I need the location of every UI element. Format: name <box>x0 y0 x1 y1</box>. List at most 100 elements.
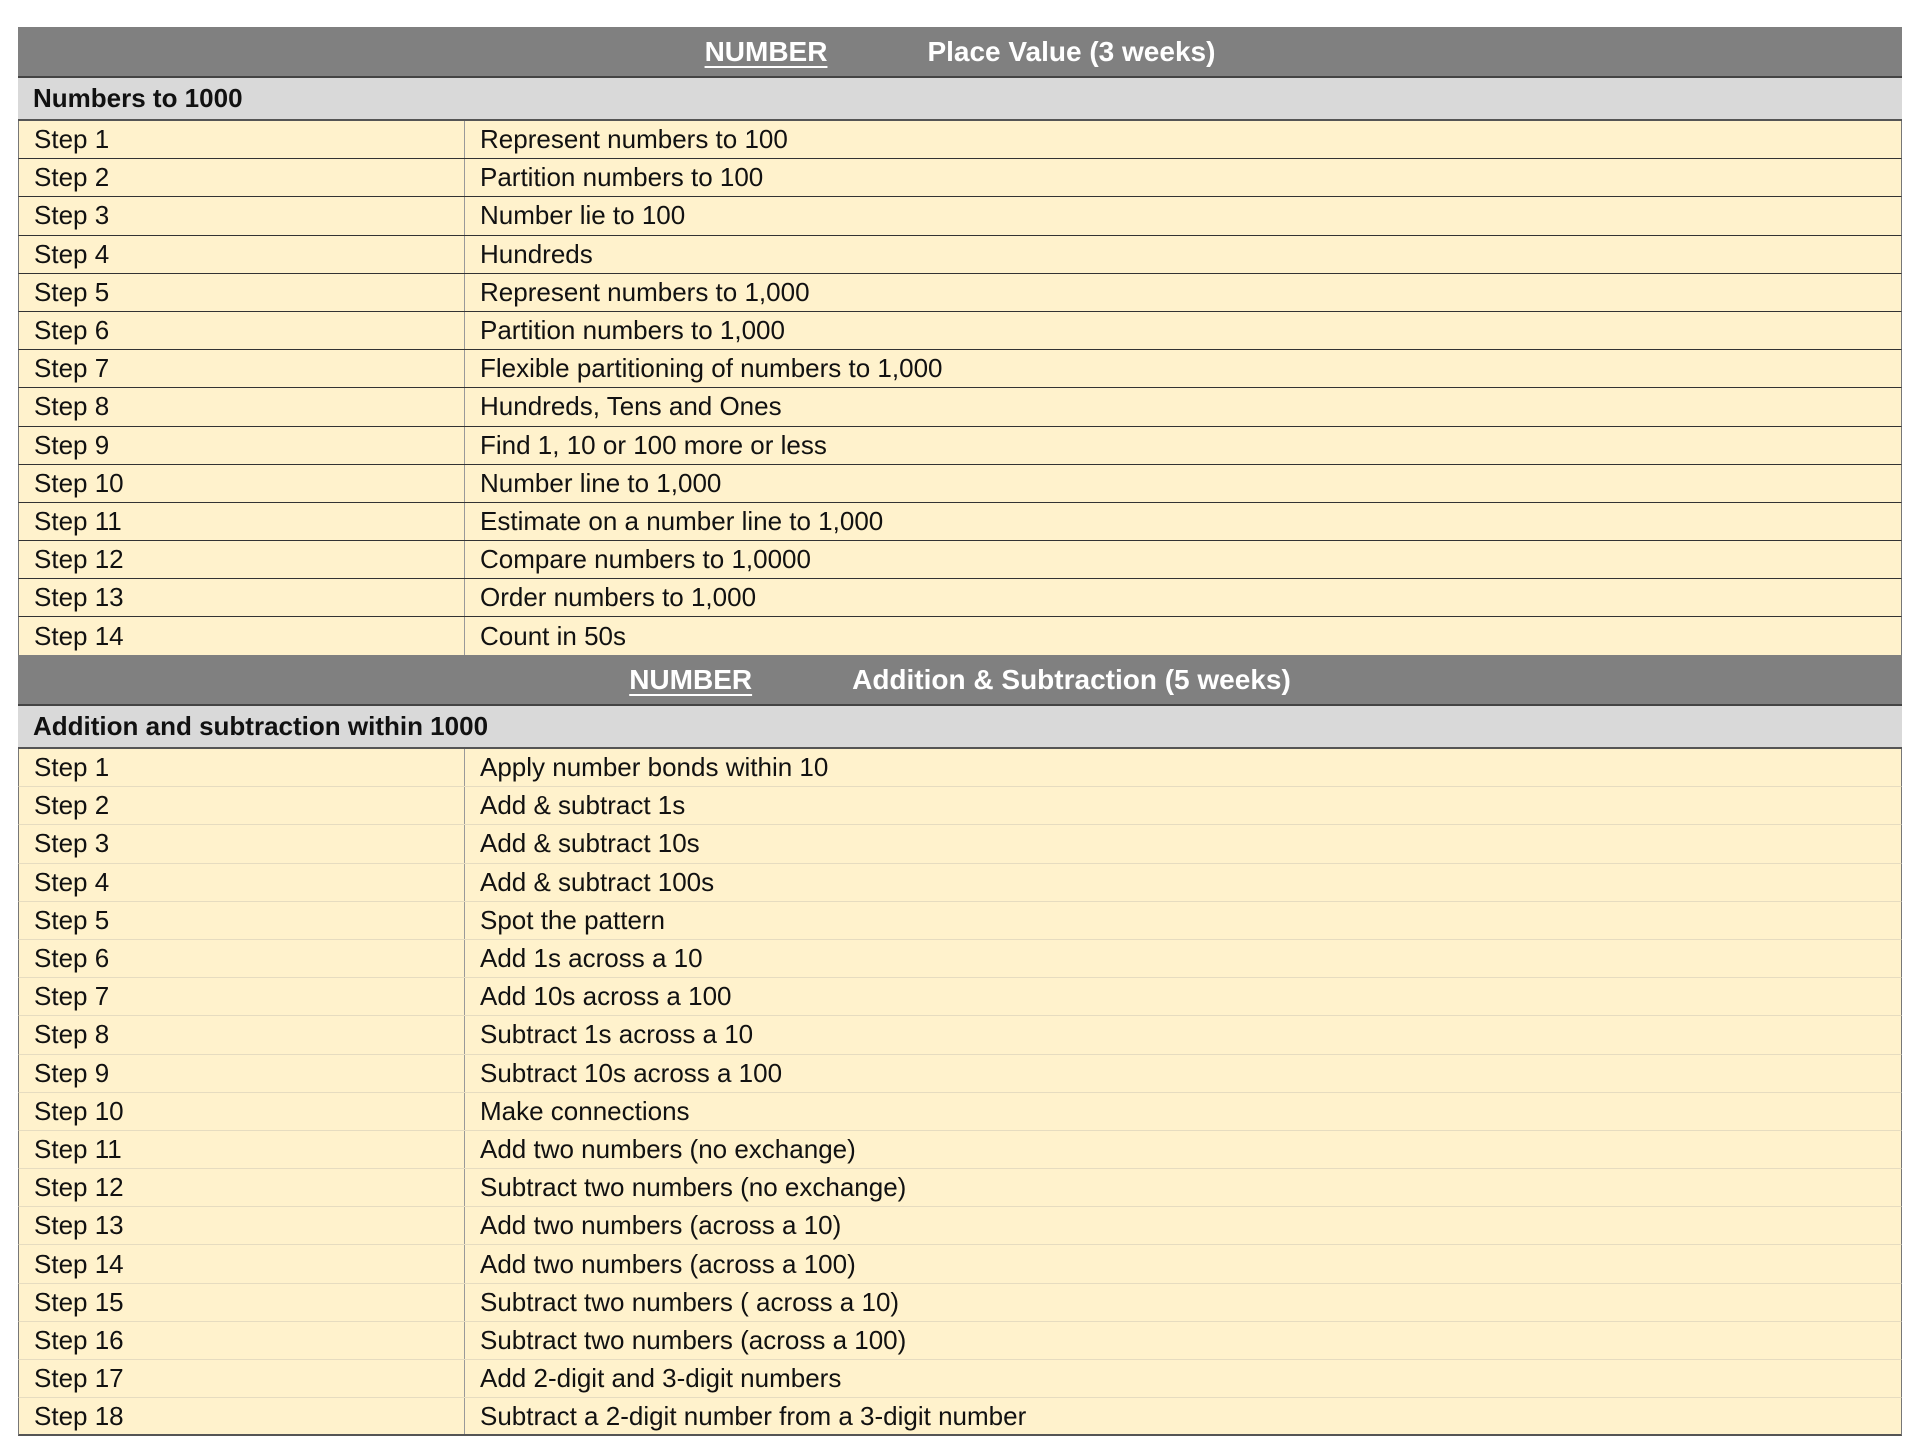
table-row: Step 9 Subtract 10s across a 100 <box>18 1054 1902 1093</box>
step-number: Step 12 <box>19 541 465 579</box>
step-description: Add two numbers (across a 10) <box>480 1210 842 1241</box>
section-header: NUMBER Addition & Subtraction (5 weeks) <box>18 655 1902 706</box>
step-description: Add & subtract 100s <box>480 866 715 897</box>
section-header: NUMBER Place Value (3 weeks) <box>18 27 1902 78</box>
table-row: Step 3 Add & subtract 10s <box>18 825 1902 864</box>
step-description: Subtract two numbers (no exchange) <box>480 1172 907 1203</box>
step-number: Step 13 <box>19 579 465 617</box>
step-description: Flexible partitioning of numbers to 1,00… <box>480 353 943 384</box>
step-description: Number lie to 100 <box>480 200 686 231</box>
step-description: Represent numbers to 1,000 <box>480 276 810 307</box>
step-number: Step 16 <box>19 1321 465 1359</box>
table-row: Step 12 Compare numbers to 1,0000 <box>18 541 1902 580</box>
step-description: Subtract 10s across a 100 <box>480 1057 783 1088</box>
step-number: Step 15 <box>19 1283 465 1321</box>
step-description: Add 10s across a 100 <box>480 981 732 1012</box>
table-row: Step 16 Subtract two numbers (across a 1… <box>18 1321 1902 1360</box>
step-description: Add two numbers (across a 100) <box>480 1248 856 1279</box>
step-description: Subtract 1s across a 10 <box>480 1019 754 1050</box>
step-number: Step 9 <box>19 1054 465 1092</box>
step-description: Partition numbers to 100 <box>480 162 764 193</box>
step-number: Step 6 <box>19 311 465 350</box>
table-row: Step 9 Find 1, 10 or 100 more or less <box>18 426 1902 465</box>
table-row: Step 2 Partition numbers to 100 <box>18 159 1902 198</box>
table-row: Step 1 Represent numbers to 100 <box>18 121 1902 160</box>
step-description: Partition numbers to 1,000 <box>480 315 785 346</box>
table-row: Step 10 Make connections <box>18 1092 1902 1131</box>
step-description: Hundreds <box>480 238 593 269</box>
step-number: Step 11 <box>19 1130 465 1169</box>
table-row: Step 7 Flexible partitioning of numbers … <box>18 350 1902 389</box>
step-number: Step 8 <box>19 1016 465 1054</box>
step-number: Step 7 <box>19 350 465 388</box>
step-description: Add & subtract 10s <box>480 828 700 859</box>
step-number: Step 9 <box>19 426 465 464</box>
step-number: Step 3 <box>19 825 465 863</box>
step-description: Add two numbers (no exchange) <box>480 1133 856 1164</box>
section-title: Place Value (3 weeks) <box>927 35 1216 67</box>
step-description: Make connections <box>480 1095 690 1126</box>
step-number: Step 2 <box>19 787 465 825</box>
step-description: Add 2-digit and 3-digit numbers <box>480 1363 842 1394</box>
strand-label: NUMBER <box>704 35 828 67</box>
section-title: Addition & Subtraction (5 weeks) <box>852 663 1291 695</box>
table-row: Step 13 Order numbers to 1,000 <box>18 579 1902 618</box>
table-row: Step 8 Subtract 1s across a 10 <box>18 1016 1902 1055</box>
step-number: Step 14 <box>19 1245 465 1283</box>
table-row: Step 6 Partition numbers to 1,000 <box>18 311 1902 351</box>
step-description: Estimate on a number line to 1,000 <box>480 505 884 536</box>
step-number: Step 3 <box>19 197 465 235</box>
step-number: Step 8 <box>19 388 465 426</box>
step-number: Step 5 <box>19 273 465 311</box>
step-number: Step 4 <box>19 863 465 901</box>
table-row: Step 7 Add 10s across a 100 <box>18 978 1902 1017</box>
table-row: Step 18 Subtract a 2-digit number from a… <box>18 1398 1902 1437</box>
step-description: Compare numbers to 1,0000 <box>480 544 811 575</box>
step-number: Step 4 <box>19 235 465 273</box>
addition-subtraction-table: NUMBER Addition & Subtraction (5 weeks) … <box>18 655 1902 1437</box>
step-number: Step 10 <box>19 464 465 502</box>
step-number: Step 6 <box>19 939 465 978</box>
step-number: Step 18 <box>19 1398 465 1435</box>
step-description: Count in 50s <box>480 620 626 651</box>
step-number: Step 12 <box>19 1169 465 1207</box>
step-number: Step 1 <box>19 749 465 787</box>
step-number: Step 11 <box>19 502 465 541</box>
step-number: Step 7 <box>19 978 465 1016</box>
table-row: Step 6 Add 1s across a 10 <box>18 939 1902 979</box>
table-row: Step 14 Count in 50s <box>18 617 1902 656</box>
step-number: Step 2 <box>19 159 465 197</box>
unit-subheading: Numbers to 1000 <box>18 78 1902 121</box>
table-row: Step 5 Represent numbers to 1,000 <box>18 273 1902 312</box>
place-value-table: NUMBER Place Value (3 weeks) Numbers to … <box>18 27 1902 656</box>
strand-label: NUMBER <box>629 663 753 695</box>
table-row: Step 2 Add & subtract 1s <box>18 787 1902 826</box>
step-description: Order numbers to 1,000 <box>480 582 757 613</box>
step-description: Spot the pattern <box>480 904 666 935</box>
step-description: Subtract two numbers (across a 100) <box>480 1324 907 1355</box>
table-row: Step 17 Add 2-digit and 3-digit numbers <box>18 1360 1902 1399</box>
step-description: Apply number bonds within 10 <box>480 752 829 783</box>
table-row: Step 13 Add two numbers (across a 10) <box>18 1207 1902 1246</box>
step-number: Step 1 <box>19 121 465 159</box>
table-row: Step 4 Add & subtract 100s <box>18 863 1902 902</box>
table-row: Step 8 Hundreds, Tens and Ones <box>18 388 1902 427</box>
table-row: Step 11 Add two numbers (no exchange) <box>18 1130 1902 1170</box>
step-number: Step 13 <box>19 1207 465 1245</box>
table-row: Step 3 Number lie to 100 <box>18 197 1902 236</box>
table-row: Step 15 Subtract two numbers ( across a … <box>18 1283 1902 1322</box>
step-description: Subtract two numbers ( across a 10) <box>480 1286 900 1317</box>
step-description: Number line to 1,000 <box>480 467 722 498</box>
table-row: Step 11 Estimate on a number line to 1,0… <box>18 502 1902 542</box>
step-description: Find 1, 10 or 100 more or less <box>480 429 827 460</box>
table-row: Step 1 Apply number bonds within 10 <box>18 749 1902 788</box>
step-description: Subtract a 2-digit number from a 3-digit… <box>480 1400 1027 1431</box>
step-number: Step 17 <box>19 1360 465 1398</box>
table-row: Step 4 Hundreds <box>18 235 1902 274</box>
step-description: Add 1s across a 10 <box>480 943 703 974</box>
table-row: Step 14 Add two numbers (across a 100) <box>18 1245 1902 1284</box>
step-description: Hundreds, Tens and Ones <box>480 391 782 422</box>
table-row: Step 10 Number line to 1,000 <box>18 464 1902 503</box>
step-description: Add & subtract 1s <box>480 790 686 821</box>
step-number: Step 14 <box>19 617 465 655</box>
